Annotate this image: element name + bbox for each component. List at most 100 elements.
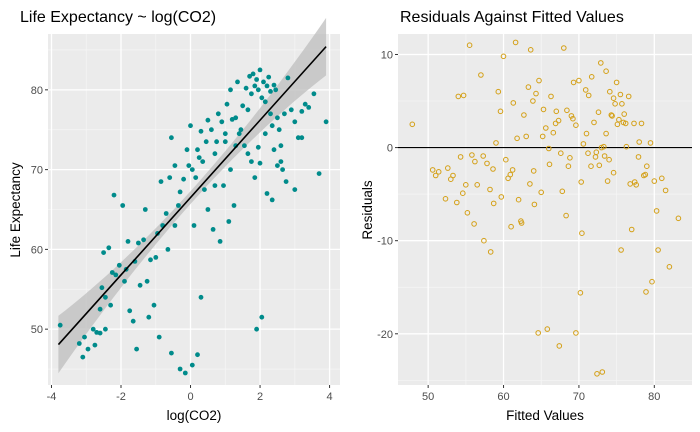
p1-point-57 [235,79,240,85]
p2-point-40 [546,145,552,152]
p2-point-57 [588,163,594,169]
p2-point-33 [527,47,534,53]
p2-point-127 [596,162,603,169]
p1-point-63 [249,91,254,97]
p1-point-75 [269,123,275,129]
p2-point-14 [478,72,484,78]
p2-point-48 [565,163,572,169]
p2-point-81 [651,178,658,184]
p1-point-64 [250,71,256,77]
p2-point-54 [580,141,587,147]
p2-point-2 [432,172,439,179]
p1-point-73 [266,74,272,80]
p2-point-49 [568,113,575,119]
p1-point-138 [80,354,86,360]
p2-point-28 [515,196,522,203]
p1-point-15 [120,203,126,208]
p2-point-7 [455,93,462,100]
p1-point-100 [205,207,211,212]
p1-point-58 [238,127,244,133]
p2-y-tick-label-1: -10 [377,236,393,248]
p1-point-43 [198,128,204,134]
p1-point-120 [210,227,216,232]
p2-point-139 [620,119,627,126]
p1-point-50 [215,111,221,117]
p2-point-95 [594,371,600,377]
p2-point-56 [585,92,592,99]
p1-point-95 [195,352,200,358]
p1-point-97 [254,326,259,332]
p2-point-138 [610,169,617,176]
p2-point-22 [500,53,507,60]
panel1-title: Life Expectancy ~ log(CO2) [20,9,216,26]
p1-point-125 [172,223,178,228]
panel2-y-ticks: -20 -10 0 10 [377,49,398,341]
p2-point-27 [512,39,519,46]
p1-point-92 [177,366,183,372]
p2-point-107 [570,115,576,122]
p1-point-67 [255,87,261,93]
p1-point-129 [134,346,140,352]
p2-point-105 [588,74,595,80]
p2-x-tick-label-1: 60 [497,391,509,403]
p1-point-22 [137,282,143,288]
p1-point-34 [172,163,178,169]
panel-residuals: Residuals Against Fitted Values 50 60 70 80… [360,9,692,423]
p1-point-47 [209,127,214,133]
panel1-fit-line [57,46,327,346]
p1-point-59 [240,103,246,109]
p1-point-99 [191,223,197,228]
p2-point-84 [666,264,673,270]
p2-y-tick-label-2: 0 [387,143,393,155]
p1-point-60 [243,85,249,91]
p2-point-18 [490,200,497,207]
p2-point-30 [521,112,527,118]
p1-point-140 [103,326,108,332]
p2-point-17 [487,186,493,193]
p1-point-109 [245,151,251,157]
p2-x-tick-label-0: 50 [422,391,434,403]
p1-point-29 [158,179,164,185]
p1-y-tick-label-3: 80 [31,85,43,97]
p2-point-114 [498,194,505,200]
p1-point-107 [299,135,305,141]
p2-point-32 [525,84,532,90]
p1-point-117 [257,160,263,166]
p2-point-132 [642,171,649,178]
p2-point-51 [573,122,579,128]
p1-point-48 [212,151,218,157]
p1-point-26 [148,257,153,263]
p1-point-96 [198,294,204,300]
p2-point-79 [644,163,650,169]
p1-point-36 [177,189,183,195]
p1-point-19 [130,318,136,324]
p1-point-76 [271,82,277,88]
p1-point-115 [276,127,282,133]
p1-point-93 [182,370,188,376]
p2-point-136 [592,154,599,160]
p2-x-tick-label-3: 80 [648,391,660,403]
p1-point-110 [249,159,254,165]
p1-point-89 [316,171,322,177]
p1-point-105 [283,179,289,185]
p2-point-115 [490,166,496,172]
p1-x-tick-label-0: -4 [47,391,57,403]
p1-point-136 [236,131,242,137]
panel2-points [409,39,682,377]
p1-point-81 [285,75,291,81]
p2-point-35 [533,90,539,97]
p1-point-68 [257,67,263,73]
p2-point-23 [503,156,509,163]
p2-point-58 [591,119,597,126]
p2-point-46 [561,45,567,51]
p1-point-122 [226,219,232,224]
p2-point-116 [480,153,487,159]
p2-point-43 [553,108,560,115]
p1-point-62 [247,73,253,79]
p1-point-53 [224,101,230,107]
p2-point-34 [530,168,537,174]
p2-y-tick-label-0: -20 [377,329,393,341]
p2-point-12 [471,221,477,227]
p1-point-102 [231,203,237,208]
p1-point-17 [125,239,131,244]
